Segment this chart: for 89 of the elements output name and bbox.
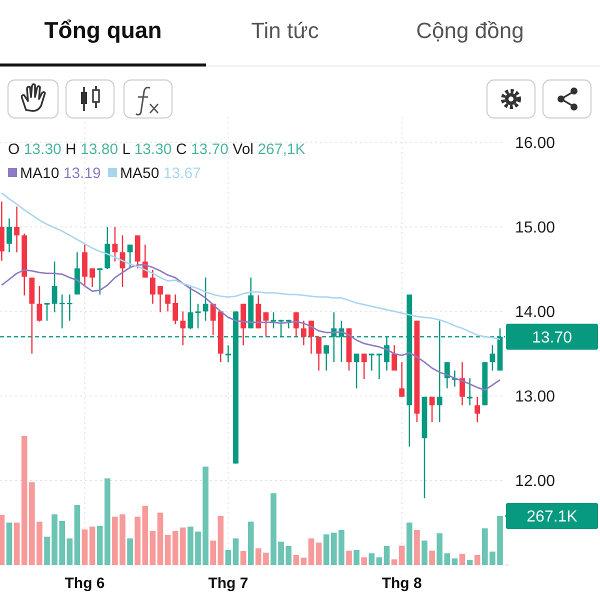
candlestick xyxy=(316,336,322,372)
bar xyxy=(248,522,254,565)
bar xyxy=(384,546,390,565)
bar xyxy=(240,551,246,565)
bar xyxy=(346,550,352,565)
ref-line-label: 13.70 xyxy=(532,329,572,346)
bar xyxy=(210,540,216,565)
text: Cộng đồng xyxy=(416,18,524,43)
candlestick xyxy=(202,276,208,322)
legend-label: MA50 xyxy=(120,165,164,182)
candlestick xyxy=(52,260,58,313)
candlestick xyxy=(6,218,12,253)
x-tick-label: Thg 8 xyxy=(382,575,422,592)
bar xyxy=(300,558,307,565)
bar xyxy=(354,550,360,565)
text: Tổng quan xyxy=(44,17,162,43)
candlestick xyxy=(324,344,330,372)
y-tick-label: 14.00 xyxy=(514,304,556,322)
bar xyxy=(368,553,375,565)
y-tick-label: 12.00 xyxy=(514,473,556,490)
bar xyxy=(474,554,480,565)
bar xyxy=(82,529,88,565)
annotation: 13.19 xyxy=(63,165,101,182)
bar xyxy=(459,554,466,565)
bar xyxy=(6,522,12,565)
bar xyxy=(134,516,140,565)
y-tick-label: 16.00 xyxy=(514,134,556,152)
candlestick xyxy=(429,396,435,423)
candlestick xyxy=(490,344,496,372)
bar xyxy=(142,506,148,565)
bar xyxy=(150,531,156,565)
y2-tick-label: 267.1K xyxy=(526,508,578,526)
x-tick-label: Thg 7 xyxy=(208,575,248,592)
bar xyxy=(225,550,232,565)
bar xyxy=(157,512,164,565)
candlestick xyxy=(301,320,306,346)
bar xyxy=(127,538,133,565)
text: Tin tức xyxy=(251,18,319,43)
bar xyxy=(74,504,80,565)
bar xyxy=(414,530,420,565)
candlestick xyxy=(392,344,397,372)
bar xyxy=(361,557,367,565)
annotation: 13.67 xyxy=(163,165,201,182)
y-tick-label: 13.00 xyxy=(514,388,556,406)
candlestick xyxy=(226,344,231,363)
candlestick xyxy=(158,285,163,313)
candlestick xyxy=(210,303,216,336)
bar xyxy=(293,554,300,565)
y-tick-label: 15.00 xyxy=(514,219,556,236)
bar xyxy=(436,533,442,565)
candlestick xyxy=(14,206,20,253)
bar xyxy=(308,538,314,565)
legend-label: MA10 xyxy=(20,165,64,182)
bar xyxy=(164,534,171,565)
candlestick xyxy=(474,396,480,423)
candlestick xyxy=(444,361,450,389)
bar xyxy=(429,550,435,565)
text: O 13.30 H 13.80 L 13.30 C 13.70 Vol 267,1K xyxy=(8,141,306,158)
bar xyxy=(218,516,224,565)
bar xyxy=(316,542,322,565)
candlestick xyxy=(172,294,178,325)
candlestick xyxy=(460,361,465,406)
candlestick xyxy=(354,353,360,389)
bar xyxy=(0,514,5,565)
bar xyxy=(232,538,239,565)
bar xyxy=(89,526,96,565)
candlestick xyxy=(188,286,194,330)
bar xyxy=(398,546,405,565)
candlestick xyxy=(368,353,374,372)
candlestick xyxy=(361,353,367,380)
bar xyxy=(376,557,382,565)
candlestick xyxy=(308,320,314,354)
bar xyxy=(452,558,458,565)
candlestick xyxy=(36,285,42,322)
bar xyxy=(66,538,73,565)
candlestick xyxy=(150,269,156,304)
candlestick xyxy=(399,361,405,398)
bar xyxy=(14,522,20,565)
bar xyxy=(406,522,412,565)
candlestick xyxy=(180,310,186,346)
candlestick xyxy=(165,294,170,312)
bar xyxy=(391,559,398,565)
candlestick xyxy=(127,244,133,269)
bar xyxy=(422,540,428,565)
x-tick-label: Thg 6 xyxy=(64,575,105,592)
candlestick xyxy=(376,353,382,380)
candlestick xyxy=(90,268,95,288)
bar xyxy=(444,553,450,565)
bar xyxy=(466,560,473,565)
